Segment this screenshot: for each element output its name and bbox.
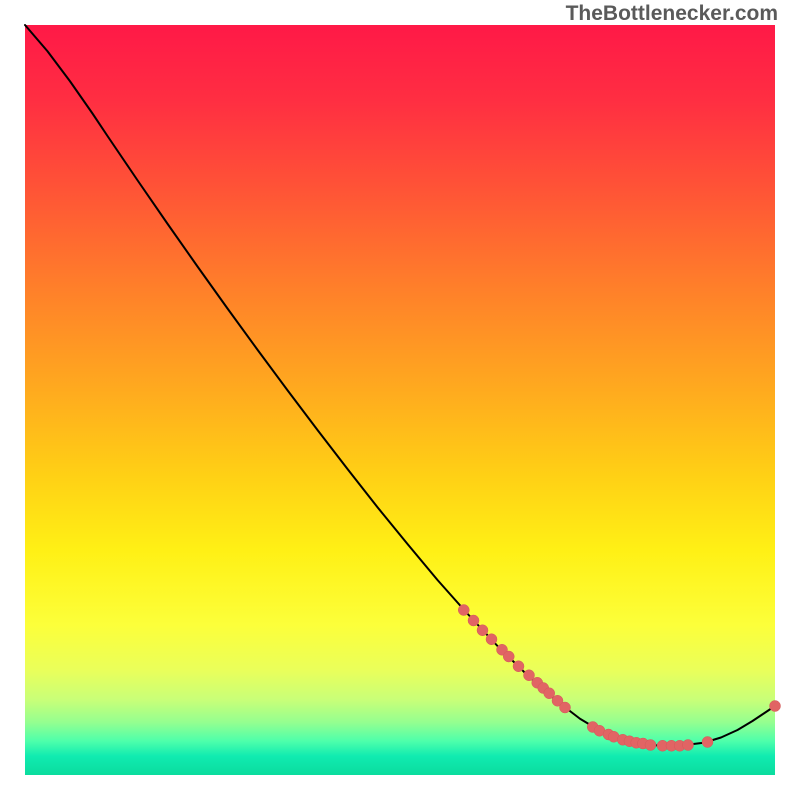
data-marker — [683, 740, 694, 751]
curve-layer — [25, 25, 775, 775]
data-marker — [468, 615, 479, 626]
data-marker — [770, 701, 781, 712]
data-marker — [503, 651, 514, 662]
data-marker — [645, 740, 656, 751]
bottleneck-curve — [25, 25, 775, 746]
data-marker — [458, 605, 469, 616]
watermark-text: TheBottlenecker.com — [566, 2, 778, 26]
data-marker — [560, 702, 571, 713]
plot-area — [25, 25, 775, 775]
data-marker — [477, 625, 488, 636]
data-marker — [702, 737, 713, 748]
data-marker — [486, 634, 497, 645]
data-marker — [513, 661, 524, 672]
data-markers — [458, 605, 780, 752]
chart-stage: TheBottlenecker.com — [0, 0, 800, 800]
